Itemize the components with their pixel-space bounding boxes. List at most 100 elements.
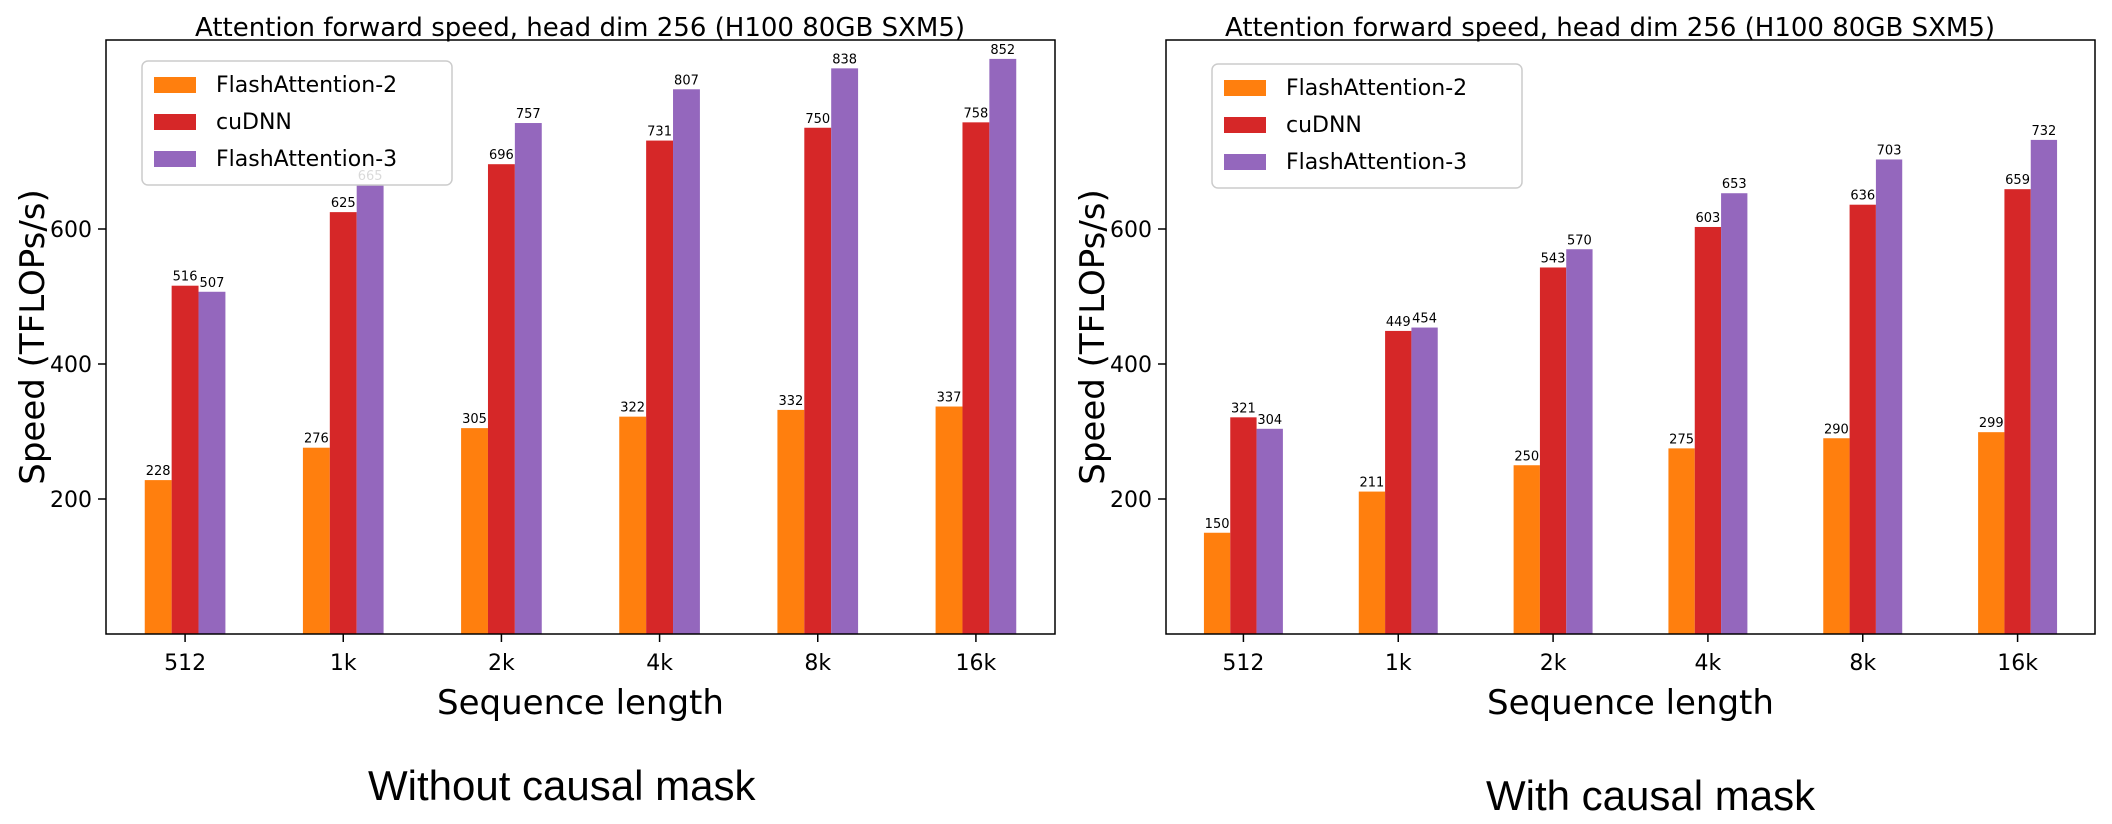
x-tick-label-4k: 4k: [646, 651, 673, 676]
data-label-cudnn-512: 516: [173, 270, 198, 285]
bar-flashattention-2-1k: [1358, 491, 1386, 634]
bar-flashattention-2-4k: [1668, 448, 1695, 634]
bar-flashattention-3-8k: [1875, 159, 1903, 634]
x-tick-label-512: 512: [164, 651, 206, 676]
bar-cudnn-8k: [1849, 204, 1876, 634]
bar-flashattention-2-4k: [619, 416, 647, 634]
legend-swatch-flashattention-2: [1224, 80, 1266, 96]
data-label-cudnn-2k: 543: [1541, 251, 1566, 266]
bar-flashattention-2-8k: [1823, 438, 1850, 634]
bar-cudnn-1k: [1385, 330, 1412, 634]
legend-box: [141, 60, 453, 186]
y-tick-label: 400: [50, 353, 92, 378]
x-tick-label-16k: 16k: [1997, 651, 2038, 676]
x-tick-label-2k: 2k: [488, 651, 515, 676]
caption-without-causal-mask: Without causal mask: [368, 762, 756, 809]
x-tick-label-16k: 16k: [956, 651, 997, 676]
data-label-flashattention-3-8k: 703: [1877, 143, 1902, 158]
legend-label-flashattention-2: FlashAttention-2: [1286, 76, 1467, 101]
x-tick-label-1k: 1k: [330, 651, 357, 676]
bar-cudnn-4k: [1694, 226, 1722, 634]
bar-cudnn-2k: [1539, 267, 1567, 634]
data-label-cudnn-2k: 696: [489, 148, 514, 163]
data-label-flashattention-2-1k: 276: [304, 432, 329, 447]
data-label-flashattention-3-8k: 838: [832, 52, 857, 67]
data-label-flashattention-3-16k: 852: [990, 43, 1015, 58]
x-tick-label-8k: 8k: [804, 651, 831, 676]
x-axis-label: Sequence length: [1487, 683, 1774, 723]
bar-flashattention-2-16k: [1978, 432, 2005, 634]
caption-with-causal-mask: With causal mask: [1486, 772, 1816, 819]
bar-flashattention-3-2k: [1566, 249, 1593, 634]
bar-flashattention-3-1k: [356, 185, 384, 634]
bar-chart-without-causal-mask: Attention forward speed, head dim 256 (H…: [13, 13, 1056, 723]
plot-area-frame: [1165, 39, 2096, 635]
y-tick-label: 400: [1110, 353, 1152, 378]
bar-cudnn-16k: [962, 122, 990, 634]
x-tick-label-512: 512: [1222, 651, 1264, 676]
x-tick-label-2k: 2k: [1540, 651, 1567, 676]
bar-cudnn-512: [1230, 417, 1257, 634]
legend-label-flashattention-3: FlashAttention-3: [216, 147, 397, 172]
bar-flashattention-3-16k: [989, 58, 1017, 634]
bar-chart-with-causal-mask: Attention forward speed, head dim 256 (H…: [1073, 13, 2096, 723]
chart-panel-without-mask: Attention forward speed, head dim 256 (H…: [13, 13, 1056, 809]
y-tick-label: 600: [50, 218, 92, 243]
data-label-flashattention-2-512: 228: [146, 464, 171, 479]
legend-swatch-cudnn: [154, 114, 196, 130]
plot-area-frame: [105, 39, 1056, 635]
data-label-flashattention-3-16k: 732: [2031, 124, 2056, 139]
legend-swatch-flashattention-3: [154, 151, 196, 167]
data-label-flashattention-3-512: 507: [200, 276, 225, 291]
data-label-flashattention-2-512: 150: [1205, 517, 1230, 532]
legend-label-flashattention-2: FlashAttention-2: [216, 73, 397, 98]
x-tick-label-4k: 4k: [1695, 651, 1722, 676]
data-label-flashattention-3-2k: 757: [516, 107, 541, 122]
bar-flashattention-3-8k: [831, 68, 859, 635]
bar-flashattention-2-16k: [935, 406, 963, 634]
bar-flashattention-3-4k: [673, 89, 700, 634]
data-label-cudnn-4k: 731: [647, 125, 672, 140]
data-label-cudnn-8k: 750: [805, 112, 830, 127]
legend: FlashAttention-2 cuDNN FlashAttention-3: [141, 60, 453, 186]
bar-flashattention-3-1k: [1411, 327, 1438, 634]
bar-flashattention-2-2k: [1513, 465, 1540, 634]
bar-cudnn-8k: [804, 127, 832, 634]
chart-title: Attention forward speed, head dim 256 (H…: [195, 13, 965, 43]
data-label-flashattention-2-1k: 211: [1360, 476, 1385, 491]
data-label-flashattention-3-1k: 454: [1412, 312, 1437, 327]
data-label-flashattention-2-16k: 337: [937, 391, 962, 406]
data-label-cudnn-512: 321: [1231, 401, 1256, 416]
chart-title: Attention forward speed, head dim 256 (H…: [1225, 13, 1995, 43]
data-label-flashattention-2-8k: 290: [1824, 422, 1849, 437]
data-label-flashattention-3-512: 304: [1257, 413, 1282, 428]
data-label-flashattention-2-4k: 322: [620, 401, 645, 416]
data-label-flashattention-3-4k: 807: [674, 73, 699, 88]
y-axis-label: Speed (TFLOPs/s): [13, 189, 53, 485]
chart-panel-with-mask: Attention forward speed, head dim 256 (H…: [1070, 0, 2112, 824]
bar-flashattention-2-1k: [302, 447, 330, 634]
legend-label-cudnn: cuDNN: [1286, 113, 1362, 138]
legend-swatch-flashattention-3: [1224, 154, 1266, 170]
legend: FlashAttention-2 cuDNN FlashAttention-3: [1211, 63, 1523, 189]
legend-box: [1211, 63, 1523, 189]
bar-cudnn-2k: [487, 164, 515, 634]
data-label-cudnn-1k: 449: [1386, 315, 1411, 330]
data-label-cudnn-8k: 636: [1850, 189, 1875, 204]
data-label-cudnn-4k: 603: [1696, 211, 1721, 226]
bar-flashattention-2-512: [144, 480, 172, 634]
data-label-cudnn-16k: 659: [2005, 173, 2030, 188]
data-label-cudnn-16k: 758: [964, 106, 989, 121]
legend-label-cudnn: cuDNN: [216, 110, 292, 135]
legend-label-flashattention-3: FlashAttention-3: [1286, 150, 1467, 175]
data-label-flashattention-2-2k: 305: [462, 412, 487, 427]
bar-flashattention-2-2k: [461, 428, 488, 634]
legend-swatch-flashattention-2: [154, 77, 196, 93]
bar-cudnn-16k: [2004, 189, 2031, 635]
x-tick-label-8k: 8k: [1849, 651, 1876, 676]
data-label-flashattention-2-4k: 275: [1669, 432, 1694, 447]
bar-flashattention-3-2k: [514, 123, 542, 635]
data-label-flashattention-3-2k: 570: [1567, 233, 1592, 248]
bar-flashattention-2-8k: [777, 409, 805, 634]
bar-flashattention-2-512: [1203, 532, 1231, 634]
